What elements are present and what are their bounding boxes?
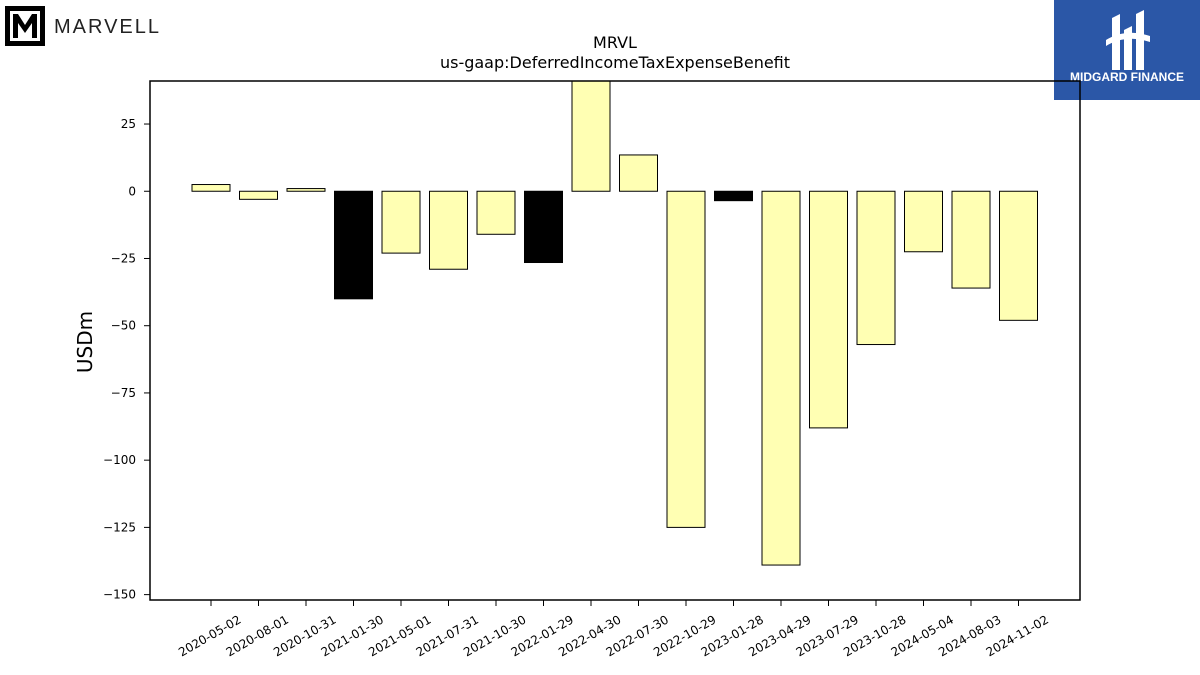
bar-2021-05-01 <box>381 190 421 254</box>
chart-subtitle: us-gaap:DeferredIncomeTaxExpenseBenefit <box>440 53 790 72</box>
y-tick-label: 25 <box>121 117 136 131</box>
bar-2024-08-03 <box>951 190 991 289</box>
bar-2023-01-28 <box>714 190 753 202</box>
plot-frame <box>149 80 1081 601</box>
y-tick-label: −25 <box>111 251 136 265</box>
bar-2024-11-02 <box>999 190 1038 321</box>
bar-2021-01-30 <box>334 190 373 300</box>
bar-2022-10-29 <box>666 190 706 528</box>
x-axis: 2020-05-022020-08-012020-10-312021-01-30… <box>176 600 1051 659</box>
marvell-logo-text: MARVELL <box>54 16 161 38</box>
bar-2020-08-01 <box>239 190 278 200</box>
bar-2020-10-31 <box>286 188 326 192</box>
y-tick-label: −125 <box>103 520 136 534</box>
bar-series <box>191 80 1038 566</box>
y-tick-label: −50 <box>111 319 136 333</box>
y-axis-label: USDm <box>73 311 97 373</box>
bar-2023-10-28 <box>856 190 896 346</box>
y-tick-label: −100 <box>103 453 136 467</box>
marvell-logo: MARVELL <box>4 5 164 47</box>
y-tick-label: −75 <box>111 386 136 400</box>
y-tick-label: −150 <box>103 588 136 602</box>
bar-2022-04-30 <box>571 80 611 192</box>
midgard-logo-text: MIDGARD FINANCE <box>1070 70 1184 84</box>
bar-2022-07-30 <box>619 154 658 192</box>
midgard-logo-mark <box>1106 10 1150 70</box>
bar-2021-10-30 <box>476 190 516 235</box>
y-axis: 25 0 −25 −50 −75 −100 −125 −150 <box>103 117 150 602</box>
bar-2021-07-31 <box>429 190 468 270</box>
midgard-finance-logo: MIDGARD FINANCE <box>1054 0 1200 100</box>
bar-2022-01-29 <box>524 190 563 264</box>
bar-2023-07-29 <box>809 190 848 429</box>
marvell-logo-mark <box>5 6 45 46</box>
bar-2023-04-29 <box>761 190 801 566</box>
y-tick-label: 0 <box>128 184 136 198</box>
chart-title: MRVL <box>593 33 637 52</box>
bar-2024-05-04 <box>904 190 943 253</box>
bar-2020-05-02 <box>191 184 231 192</box>
